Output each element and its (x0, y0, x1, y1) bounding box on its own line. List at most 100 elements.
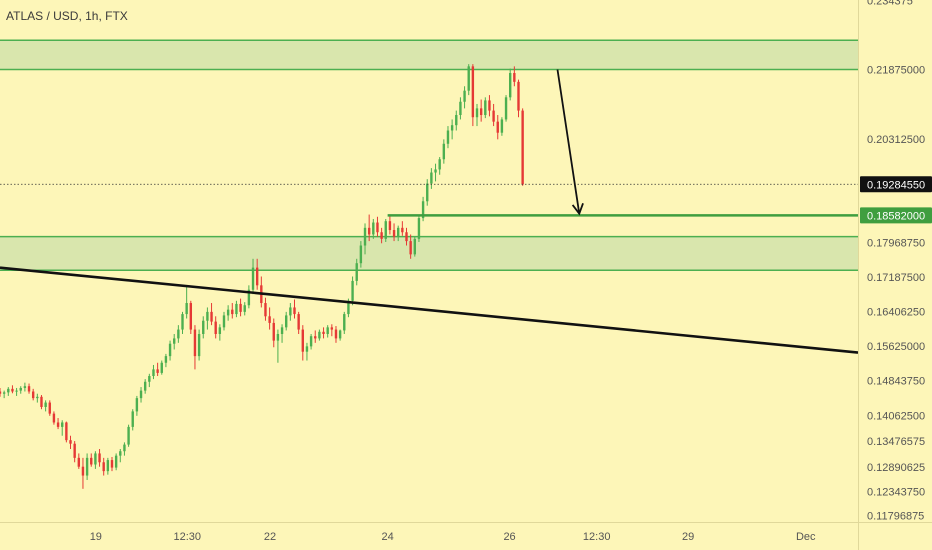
candle-body (455, 115, 458, 126)
candle-body (322, 331, 325, 334)
candle-body (347, 300, 350, 315)
candle-body (48, 402, 51, 414)
candle-body (492, 110, 495, 122)
candle-body (36, 396, 39, 399)
trendline (0, 266, 859, 354)
candle-body (459, 101, 462, 116)
candle-body (193, 329, 197, 357)
candle-body (301, 329, 304, 352)
arrow-head (571, 203, 584, 216)
candle-body (177, 329, 180, 339)
candle-body (77, 457, 81, 467)
candle-body (189, 303, 193, 330)
candle-body (255, 267, 259, 286)
candle-body (330, 327, 334, 330)
candle-body (222, 315, 226, 328)
candle-body (463, 90, 466, 102)
candle-body (31, 391, 35, 399)
candle-body (218, 327, 222, 334)
candle-body (500, 119, 504, 133)
candle-body (135, 398, 139, 412)
time-tick-label: 12:30 (583, 531, 611, 543)
candle-body (297, 314, 300, 330)
candle-body (351, 280, 354, 301)
candle-body (114, 455, 118, 468)
price-tick-label: 0.14843750 (867, 376, 925, 388)
candle-body (392, 230, 396, 237)
candle-body (52, 413, 56, 423)
candle-body (197, 333, 201, 357)
candle-body (314, 336, 317, 339)
candle-body (363, 227, 367, 246)
annotation-layer (0, 69, 859, 354)
candle-body (81, 466, 85, 476)
candle-body (430, 172, 433, 184)
candle-body (152, 369, 155, 377)
candle-body (73, 443, 76, 458)
candle-body (15, 390, 18, 392)
price-tick-label: 0.11796875 (867, 511, 924, 523)
price-tick-label: 0.21875000 (867, 65, 925, 77)
candle-body (131, 411, 134, 427)
zones-layer (0, 39, 858, 272)
candle-body (367, 227, 371, 235)
candle-body (409, 241, 412, 255)
candle-body (318, 331, 321, 339)
candle-body (110, 460, 114, 468)
candle-body (98, 453, 101, 463)
time-tick-label: 12:30 (174, 531, 202, 543)
candle-body (355, 263, 358, 281)
candle-body (388, 221, 392, 231)
candle-body (164, 356, 168, 363)
candle-body (251, 267, 255, 290)
price-tick-label: 0.13476575 (867, 436, 925, 448)
candle-body (94, 453, 97, 465)
candle-body (343, 314, 346, 331)
candle-body (85, 457, 89, 476)
candle-body (334, 329, 338, 339)
candle-body (90, 457, 93, 465)
candle-body (173, 338, 176, 344)
candle-body (405, 232, 408, 242)
candle-body (417, 218, 421, 239)
time-tick-label: 29 (682, 531, 694, 543)
candle-body (61, 422, 64, 427)
current-price-badge (860, 176, 932, 193)
arrow-shaft (556, 69, 581, 214)
candle-body (372, 222, 375, 235)
time-tick-label: 26 (503, 531, 515, 543)
candle-body (156, 369, 159, 373)
candle-body (467, 66, 470, 91)
candle-body (488, 100, 491, 111)
time-tick-label: 22 (264, 531, 276, 543)
candle-body (397, 227, 400, 237)
candle-body (285, 315, 288, 328)
price-tick-label: 0.12890625 (867, 462, 925, 474)
candle-body (143, 381, 147, 391)
candle-body (56, 422, 60, 427)
candle-body (426, 183, 429, 202)
candle-body (11, 388, 14, 392)
candle-body (438, 159, 441, 170)
time-tick-label: 19 (90, 531, 102, 543)
candle-body (0, 391, 2, 394)
candle-body (504, 97, 508, 120)
candle-body (7, 388, 10, 393)
price-tick-label: 0.12343750 (867, 486, 925, 498)
candle-body (384, 221, 387, 239)
candle-body (513, 72, 516, 82)
price-tick-label: 0.15625000 (867, 341, 925, 353)
resistance-zone (0, 40, 858, 70)
candle-body (508, 72, 512, 98)
candle-body (413, 238, 416, 255)
symbol-title: ATLAS / USD, 1h, FTX (6, 9, 128, 23)
candle-body (421, 201, 425, 219)
candle-body (293, 307, 296, 315)
candle-body (289, 307, 292, 316)
candle-body (106, 460, 110, 472)
candle-body (148, 376, 151, 382)
candle-body (65, 422, 68, 441)
